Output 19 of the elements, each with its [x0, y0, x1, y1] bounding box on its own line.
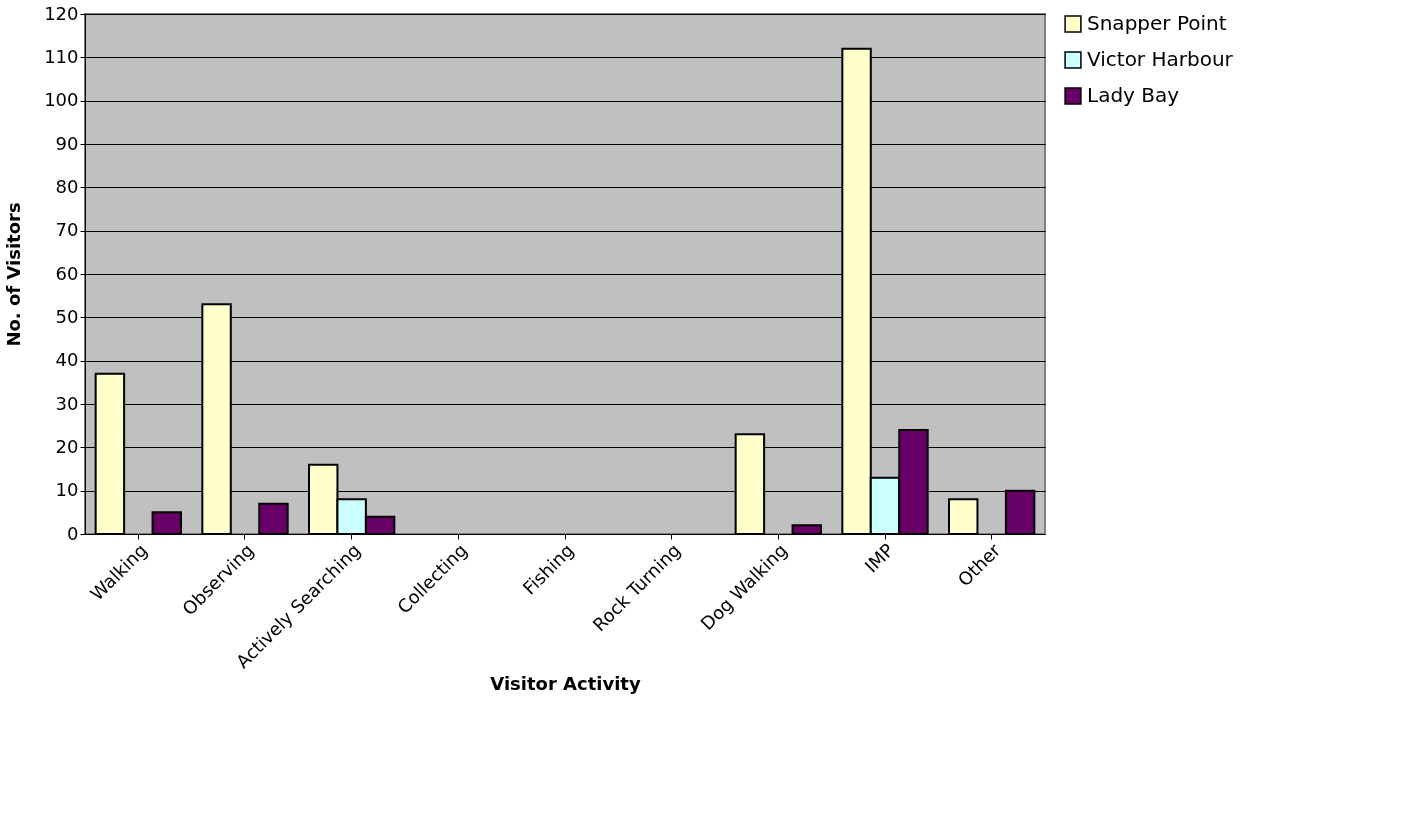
x-tick-label: IMP	[860, 539, 898, 577]
y-tick-label: 110	[44, 45, 79, 67]
y-tick-label: 60	[55, 262, 79, 284]
legend-label: Victor Harbour	[1087, 47, 1234, 71]
y-tick-label: 40	[55, 349, 79, 371]
x-axis-title: Visitor Activity	[490, 673, 641, 695]
y-tick-label: 80	[55, 175, 79, 197]
legend-label: Lady Bay	[1087, 83, 1180, 107]
y-axis-title: No. of Visitors	[3, 202, 25, 347]
y-tick-label: 50	[55, 305, 79, 327]
y-tick-label: 0	[67, 522, 79, 544]
y-tick-label: 90	[55, 132, 79, 154]
y-tick-label: 70	[55, 219, 79, 241]
y-tick-label: 30	[55, 392, 79, 414]
y-tick-label: 100	[44, 89, 79, 111]
legend-label: Snapper Point	[1087, 11, 1227, 35]
y-tick-label: 20	[55, 435, 79, 457]
y-tick-label: 120	[44, 2, 79, 24]
y-tick-label: 10	[55, 479, 79, 501]
